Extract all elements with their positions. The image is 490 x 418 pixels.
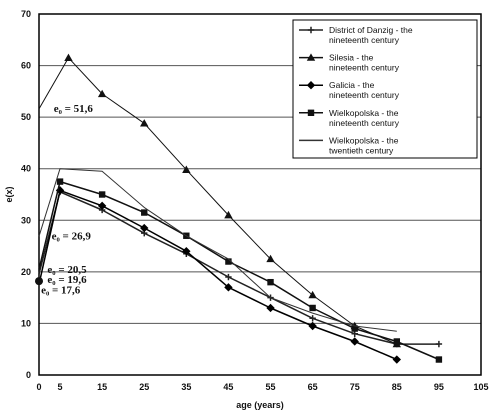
y-tick-30: 30 bbox=[21, 215, 31, 225]
series-3-point-2 bbox=[97, 201, 107, 211]
series-3-point-4 bbox=[182, 247, 191, 256]
grid-lines bbox=[39, 65, 481, 324]
series-4 bbox=[38, 178, 443, 363]
legend-marker-3 bbox=[306, 81, 316, 90]
y-tick-0: 0 bbox=[26, 370, 31, 380]
series-5 bbox=[38, 168, 397, 332]
series-3-point-5 bbox=[224, 283, 233, 292]
legend-marker-1 bbox=[307, 26, 315, 34]
series-4-point-10 bbox=[435, 356, 443, 363]
series-2-point-3 bbox=[140, 119, 149, 127]
annotation-2: e₀ = 26,9 bbox=[52, 230, 92, 242]
x-axis-label: age (years) bbox=[236, 400, 284, 410]
y-tick-60: 60 bbox=[21, 61, 31, 71]
series-4-point-3 bbox=[141, 209, 148, 216]
series-1-point-7 bbox=[309, 315, 316, 322]
series-4-point-9 bbox=[393, 338, 401, 345]
y-axis-label: e(x) bbox=[4, 186, 14, 202]
series-3-point-8 bbox=[350, 337, 359, 346]
x-tick-105: 105 bbox=[473, 382, 488, 392]
y-tick-70: 70 bbox=[21, 9, 31, 19]
series-1-point-10 bbox=[435, 340, 443, 348]
x-tick-5: 5 bbox=[58, 382, 63, 392]
legend-label-5: Wielkopolska - the twentieth century bbox=[329, 135, 399, 155]
annotation-5: e₀ = 17,6 bbox=[41, 285, 81, 297]
x-tick-75: 75 bbox=[350, 382, 360, 392]
series-layer bbox=[35, 53, 443, 364]
annotation-4: e₀ = 19,6 bbox=[47, 274, 87, 286]
legend-marker-4 bbox=[307, 109, 315, 116]
legend-label-1: District of Danzig - the nineteenth centu… bbox=[329, 25, 413, 45]
x-tick-15: 15 bbox=[97, 382, 107, 392]
series-line-5 bbox=[38, 168, 397, 332]
series-2-point-4 bbox=[182, 165, 191, 173]
y-tick-10: 10 bbox=[21, 318, 31, 328]
series-4-point-6 bbox=[267, 278, 274, 286]
series-2-point-7 bbox=[308, 290, 317, 299]
legend-label-4: Wielkopolska - the nineteenth century bbox=[329, 108, 400, 128]
y-tick-20: 20 bbox=[21, 267, 31, 277]
series-2-point-5 bbox=[224, 210, 233, 219]
series-line-2 bbox=[38, 57, 397, 345]
annotation-3: e₀ = 20,5 bbox=[47, 264, 87, 276]
series-2-point-6 bbox=[266, 254, 275, 263]
series-1-point-5 bbox=[225, 273, 232, 281]
x-tick-95: 95 bbox=[434, 382, 444, 392]
series-4-point-2 bbox=[98, 191, 106, 198]
series-3-point-9 bbox=[392, 355, 402, 364]
series-4-point-1 bbox=[56, 178, 64, 185]
start-point-marker bbox=[35, 277, 43, 286]
legend: District of Danzig - the nineteenth centu… bbox=[292, 19, 478, 159]
series-2-point-2 bbox=[97, 89, 107, 98]
plot-frame bbox=[38, 13, 482, 376]
legend-label-3: Galicia - the nineteenth century bbox=[329, 80, 400, 100]
y-tick-40: 40 bbox=[21, 164, 31, 174]
x-tick-85: 85 bbox=[392, 382, 402, 392]
series-3-point-3 bbox=[140, 223, 149, 233]
series-4-point-8 bbox=[351, 325, 358, 332]
legend-box bbox=[292, 19, 478, 159]
x-tick-25: 25 bbox=[139, 382, 149, 392]
tick-labels: 0 10 20 30 40 50 60 70 0 5 15 25 35 45 55 65 75 85 95 105 bbox=[21, 9, 489, 392]
y-tick-50: 50 bbox=[21, 112, 31, 122]
legend-marker-2 bbox=[306, 53, 316, 61]
annotations: e₀ = 51,6 e₀ = 26,9 e₀ = 20,5e₀ = 19,6e₀ =… bbox=[41, 103, 93, 297]
legend-label-2: Silesia - the nineteenth century bbox=[329, 53, 400, 73]
x-tick-0: 0 bbox=[36, 382, 41, 392]
series-4-point-5 bbox=[225, 258, 232, 265]
x-tick-65: 65 bbox=[308, 382, 318, 392]
x-tick-45: 45 bbox=[223, 382, 233, 392]
series-2-point-1 bbox=[64, 53, 73, 62]
series-4-point-7 bbox=[309, 304, 316, 312]
series-3-point-7 bbox=[308, 321, 317, 331]
annotation-1: e₀ = 51,6 bbox=[54, 103, 94, 115]
series-line-3 bbox=[38, 189, 398, 361]
series-3-point-6 bbox=[266, 303, 275, 313]
series-3 bbox=[38, 186, 402, 364]
x-tick-55: 55 bbox=[266, 382, 276, 392]
x-tick-35: 35 bbox=[181, 382, 191, 392]
